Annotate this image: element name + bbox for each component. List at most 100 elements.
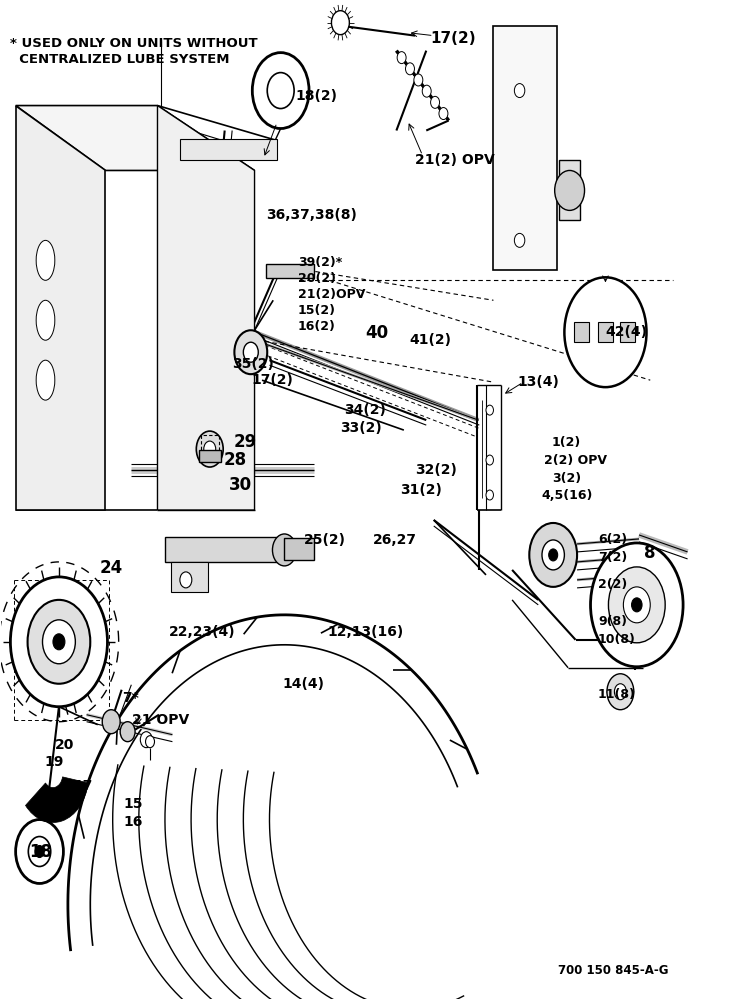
Bar	[284, 538, 314, 560]
Ellipse shape	[36, 360, 55, 400]
Circle shape	[141, 732, 153, 748]
Text: 35(2): 35(2)	[232, 357, 274, 371]
Text: * USED ONLY ON UNITS WITHOUT: * USED ONLY ON UNITS WITHOUT	[10, 37, 257, 50]
Circle shape	[43, 620, 76, 664]
Circle shape	[549, 549, 558, 561]
Bar	[574, 322, 589, 342]
Text: 16: 16	[123, 815, 143, 829]
Circle shape	[486, 455, 494, 465]
Text: 42(4): 42(4)	[605, 325, 648, 339]
Text: 41(2): 41(2)	[410, 333, 452, 347]
Text: 30: 30	[228, 476, 251, 494]
Text: 24: 24	[99, 559, 123, 577]
Ellipse shape	[36, 240, 55, 280]
Circle shape	[120, 722, 135, 742]
Circle shape	[53, 634, 65, 650]
Text: 21 OPV: 21 OPV	[132, 713, 189, 727]
Text: 33(2): 33(2)	[340, 421, 382, 435]
Bar	[165, 537, 284, 562]
Text: 1(2): 1(2)	[552, 436, 581, 449]
Circle shape	[180, 572, 191, 588]
Bar	[180, 139, 277, 160]
Circle shape	[102, 710, 120, 734]
Text: 10(8): 10(8)	[598, 633, 636, 646]
Polygon shape	[158, 106, 254, 510]
Text: 20: 20	[55, 738, 74, 752]
Circle shape	[35, 846, 44, 858]
Circle shape	[28, 837, 51, 866]
Circle shape	[16, 820, 64, 883]
Text: 9(8): 9(8)	[598, 615, 627, 628]
Text: 2(2) OPV: 2(2) OPV	[545, 454, 607, 467]
Circle shape	[565, 277, 646, 387]
Circle shape	[203, 441, 215, 457]
Circle shape	[267, 73, 294, 109]
Text: 25(2): 25(2)	[304, 533, 346, 547]
Text: 18(2): 18(2)	[295, 89, 337, 103]
Circle shape	[234, 330, 267, 374]
Text: 12,13(16): 12,13(16)	[328, 625, 404, 639]
Bar	[200, 435, 219, 460]
Text: 22,23(4): 22,23(4)	[169, 625, 236, 639]
Circle shape	[486, 490, 494, 500]
Circle shape	[405, 63, 414, 75]
Circle shape	[252, 53, 309, 129]
Bar	[171, 562, 208, 592]
Circle shape	[196, 431, 223, 467]
Circle shape	[530, 523, 577, 587]
Circle shape	[607, 674, 634, 710]
Text: 16(2): 16(2)	[298, 320, 336, 333]
Text: 15: 15	[123, 797, 143, 811]
Text: 39(2)*: 39(2)*	[298, 256, 342, 269]
Text: 13(4): 13(4)	[518, 375, 560, 389]
Circle shape	[486, 405, 494, 415]
Text: 14(4): 14(4)	[283, 677, 325, 691]
Circle shape	[243, 342, 258, 362]
Text: 4,5(16): 4,5(16)	[542, 489, 592, 502]
Circle shape	[28, 600, 91, 684]
Bar	[598, 322, 613, 342]
Text: 3(2): 3(2)	[552, 472, 580, 485]
Text: 17(2): 17(2)	[251, 373, 293, 387]
Circle shape	[439, 108, 448, 120]
Text: 700 150 845-A-G: 700 150 845-A-G	[558, 964, 668, 977]
Text: 18: 18	[29, 843, 52, 861]
Text: 19: 19	[44, 755, 64, 769]
Circle shape	[614, 684, 626, 700]
Circle shape	[331, 11, 349, 35]
Text: 20(2): 20(2)	[298, 272, 336, 285]
Circle shape	[146, 736, 155, 748]
Text: 29: 29	[233, 433, 257, 451]
Bar	[198, 450, 221, 462]
Text: 8: 8	[644, 544, 656, 562]
Text: 34(2): 34(2)	[344, 403, 386, 417]
Circle shape	[272, 534, 296, 566]
Circle shape	[515, 84, 525, 98]
Polygon shape	[16, 106, 105, 510]
Text: 36,37,38(8): 36,37,38(8)	[266, 208, 357, 222]
Text: 26,27: 26,27	[373, 533, 417, 547]
Bar	[494, 26, 557, 270]
Text: 11(8): 11(8)	[598, 688, 636, 701]
Polygon shape	[16, 106, 254, 170]
Text: 7*: 7*	[122, 691, 138, 705]
Circle shape	[10, 577, 108, 707]
Circle shape	[422, 85, 431, 97]
Text: 2(2): 2(2)	[598, 578, 628, 591]
Text: 7(2): 7(2)	[598, 551, 628, 564]
Circle shape	[414, 74, 423, 86]
Ellipse shape	[36, 300, 55, 340]
Text: 32(2): 32(2)	[415, 463, 457, 477]
Text: 28: 28	[223, 451, 246, 469]
Text: CENTRALIZED LUBE SYSTEM: CENTRALIZED LUBE SYSTEM	[10, 53, 229, 66]
Bar	[620, 322, 635, 342]
Circle shape	[431, 96, 440, 108]
Circle shape	[631, 598, 642, 612]
Text: 17(2): 17(2)	[430, 31, 476, 46]
Circle shape	[623, 587, 650, 623]
Text: 31(2): 31(2)	[400, 483, 442, 497]
Bar	[560, 160, 580, 220]
Circle shape	[590, 543, 683, 667]
Text: 15(2): 15(2)	[298, 304, 336, 317]
Circle shape	[555, 170, 584, 210]
